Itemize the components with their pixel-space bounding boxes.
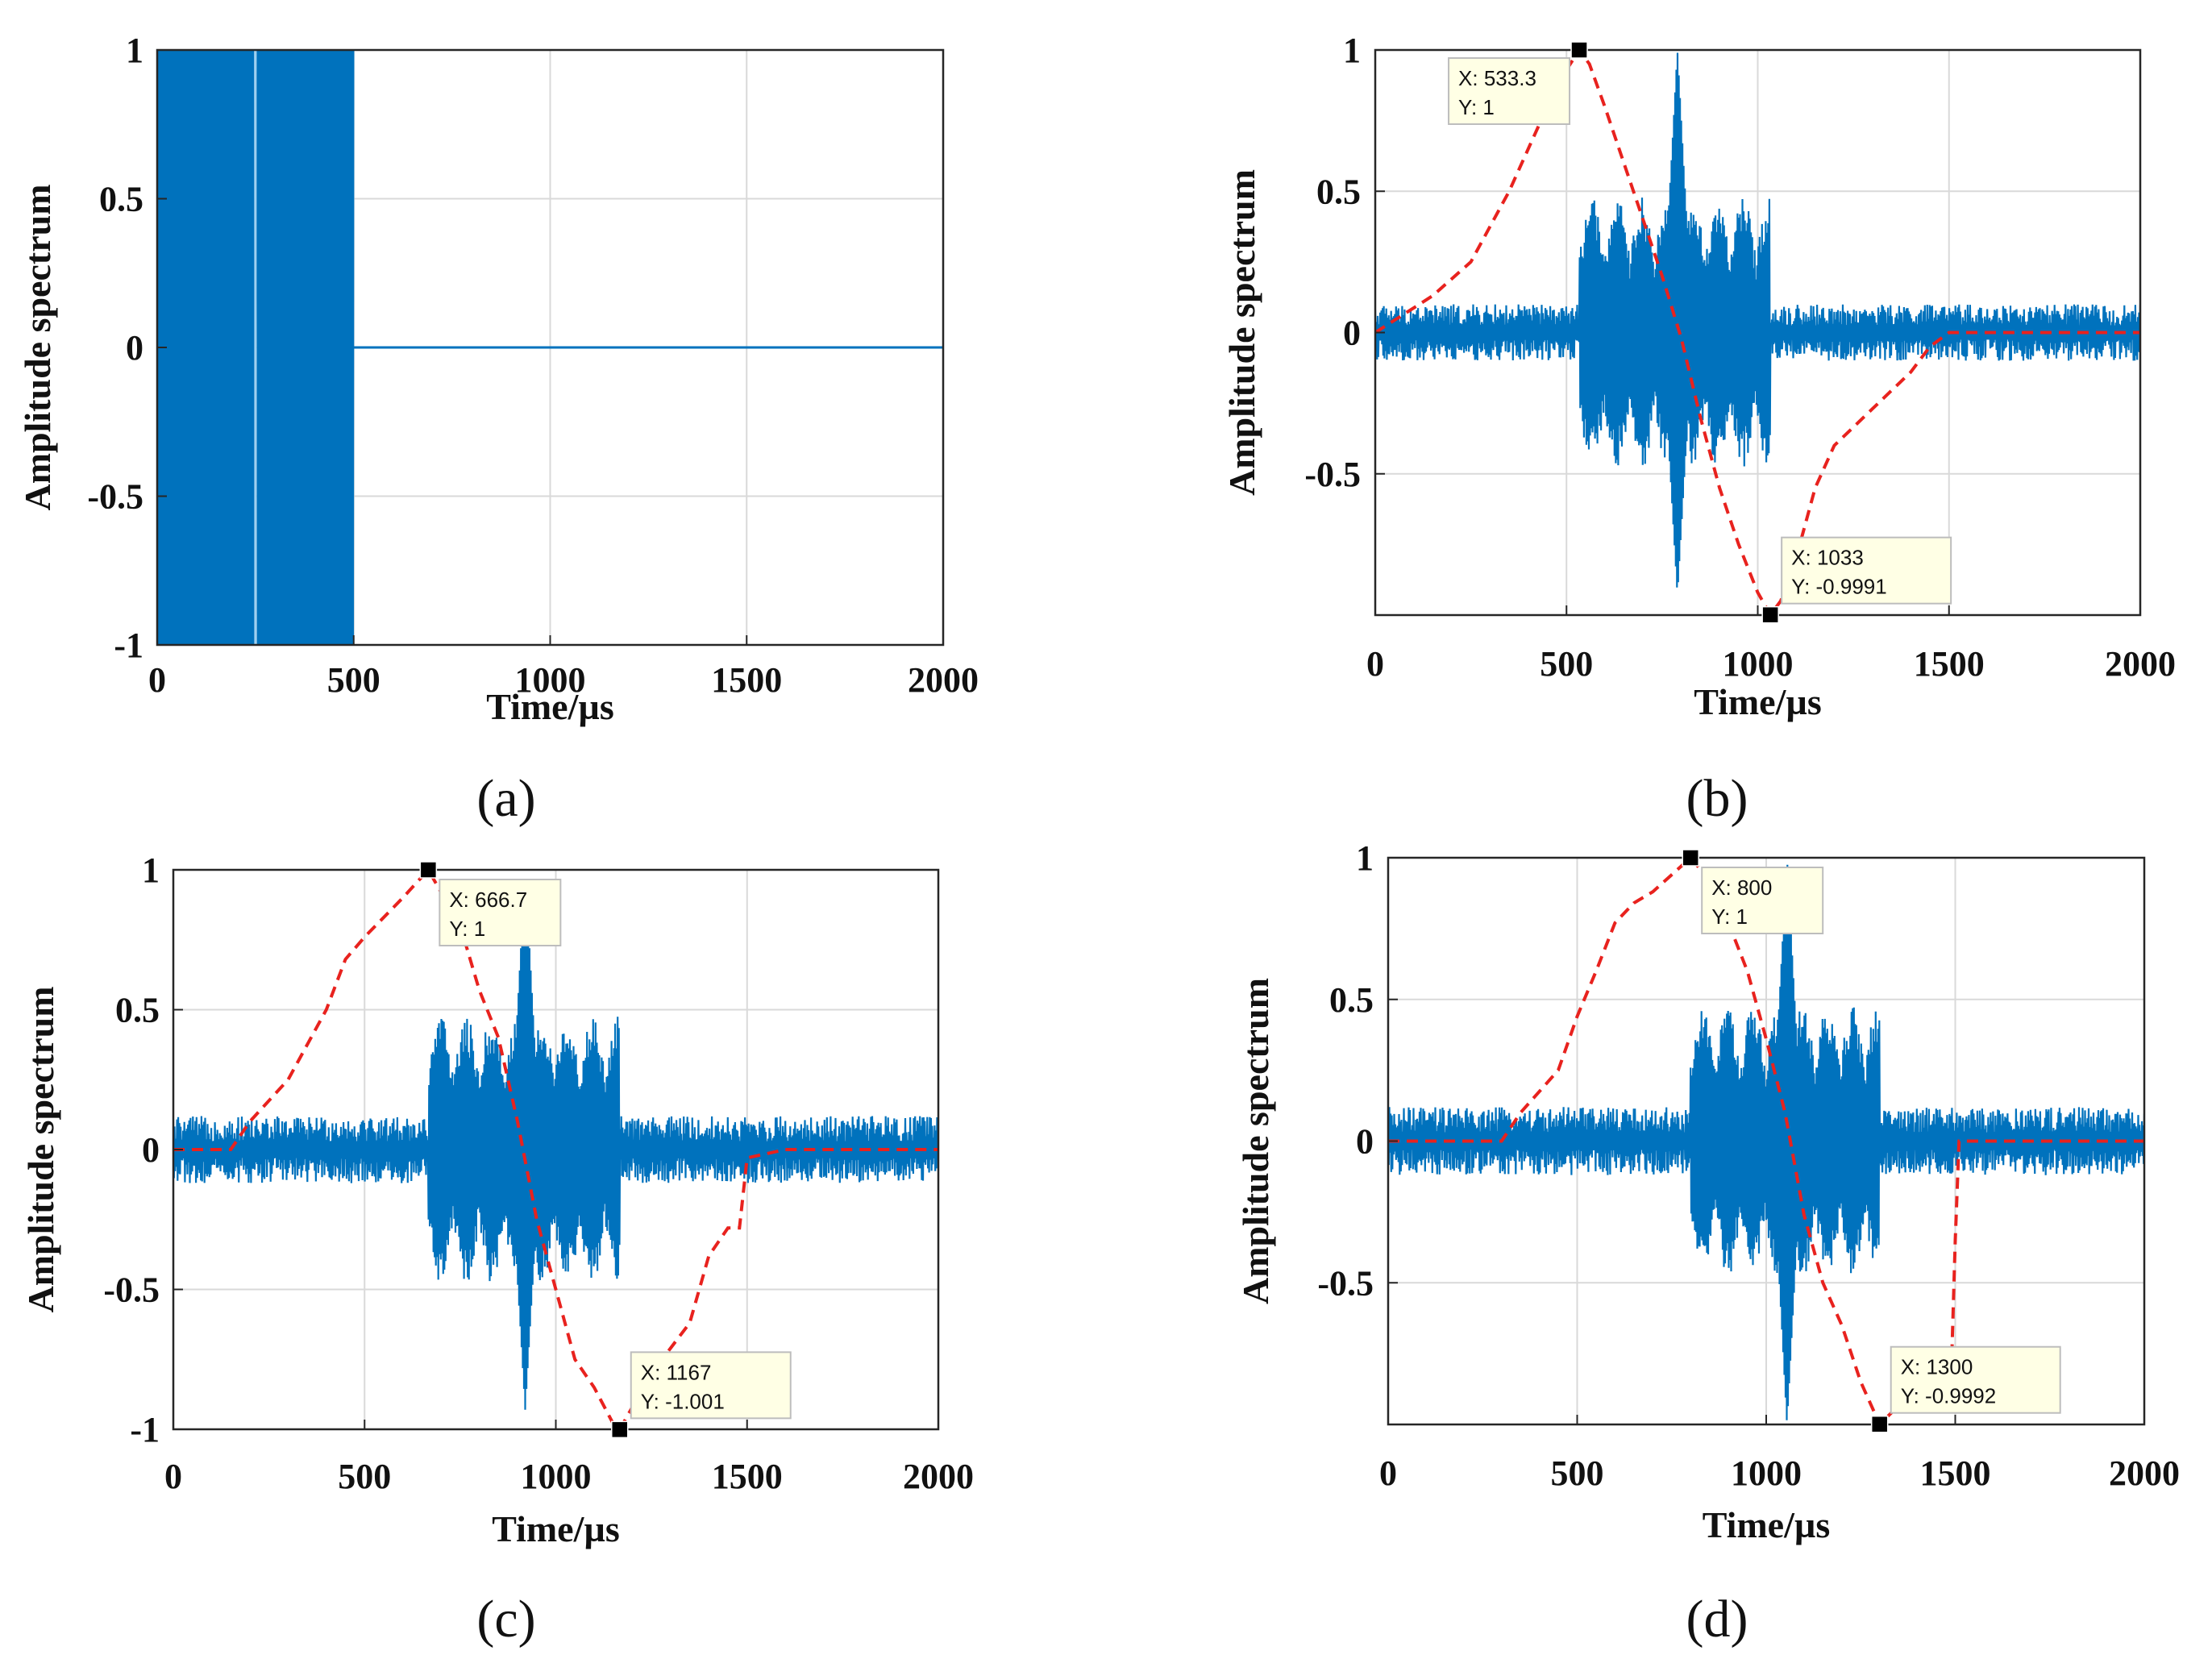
x-axis-title: Time/µs — [492, 1508, 620, 1549]
datatip-x-label: X: 1300 — [1901, 1355, 1973, 1379]
datatip-y-label: Y: -1.001 — [641, 1389, 725, 1413]
datatip-x-label: X: 1033 — [1791, 546, 1864, 570]
signal-line — [1388, 864, 2144, 1420]
panel-label: (b) — [1686, 769, 1748, 828]
y-tick-label: 1 — [1343, 31, 1361, 70]
x-tick-label: 1000 — [1723, 644, 1794, 684]
chart-panel-b: 0 500 1000 1500 2000 1 0.5 0 -0.5 Time/µs Amplitud… — [1221, 31, 2176, 828]
signal-line — [173, 880, 938, 1410]
x-tick-label: 2000 — [2109, 1453, 2180, 1493]
datatip-y-label: Y: 1 — [1458, 95, 1495, 119]
plot-series — [157, 50, 943, 645]
datatip[interactable]: X: 1300 Y: -0.9992 — [1870, 1345, 2061, 1433]
plot-series — [173, 870, 938, 1429]
x-tick-label: 500 — [327, 660, 380, 700]
y-tick-label: 1 — [126, 31, 143, 70]
x-tick-label: 1000 — [1731, 1453, 1802, 1493]
chart-panel-a: 0 500 1000 1500 2000 1 0.5 0 -0.5 -1 Time/µs Amplit… — [17, 31, 979, 828]
y-tick-label: -0.5 — [1304, 455, 1361, 494]
datatip-y-label: Y: 1 — [1711, 904, 1748, 929]
x-tick-label: 0 — [148, 660, 166, 700]
y-tick-label: 1 — [142, 850, 160, 890]
datatip-box — [1701, 867, 1824, 934]
datatip-y-label: Y: -0.9991 — [1791, 575, 1887, 599]
y-tick-label: -0.5 — [1317, 1263, 1374, 1303]
x-tick-label: 500 — [1551, 1453, 1604, 1493]
datatip[interactable]: X: 800 Y: 1 — [1682, 849, 1824, 934]
y-tick-label: 1 — [1356, 838, 1374, 878]
y-tick-label: -1 — [114, 626, 143, 665]
x-tick-label: 0 — [1379, 1453, 1397, 1493]
x-tick-label: 1000 — [515, 660, 586, 700]
datatip-marker[interactable] — [1682, 849, 1699, 867]
x-tick-label: 1500 — [711, 660, 782, 700]
y-axis-title: Amplitude spectrum — [1221, 169, 1262, 496]
datatip-box — [1781, 536, 1952, 605]
envelope-line — [1388, 858, 2144, 1424]
y-axis-title: Amplitude spectrum — [20, 986, 61, 1312]
x-tick-label: 500 — [338, 1457, 391, 1496]
y-tick-label: 0.5 — [99, 180, 143, 219]
envelope-line — [173, 870, 938, 1429]
datatip[interactable]: X: 1167 Y: -1.001 — [610, 1351, 792, 1439]
datatip-x-label: X: 1167 — [641, 1360, 712, 1384]
datatip-y-label: Y: -0.9992 — [1901, 1384, 1997, 1408]
datatip-marker[interactable] — [419, 861, 438, 879]
panel-label: (c) — [476, 1590, 535, 1649]
panel-label: (a) — [476, 769, 535, 828]
y-axis-title: Amplitude spectrum — [1235, 978, 1276, 1304]
y-tick-label: -0.5 — [87, 477, 143, 517]
y-tick-label: -1 — [130, 1410, 160, 1449]
plot-series — [1388, 858, 2144, 1424]
y-tick-label: 0 — [142, 1130, 160, 1170]
y-axis-title: Amplitude spectrum — [17, 184, 58, 510]
x-tick-label: 1500 — [1920, 1453, 1991, 1493]
datatip-marker[interactable] — [1761, 605, 1779, 624]
x-tick-label: 1500 — [712, 1457, 783, 1496]
x-tick-label: 1000 — [521, 1457, 592, 1496]
chart-panel-d: 0 500 1000 1500 2000 1 0.5 0 -0.5 Time/µs Amplitud… — [1235, 838, 2180, 1649]
x-tick-label: 2000 — [903, 1457, 974, 1496]
datatip[interactable]: X: 666.7 Y: 1 — [419, 861, 562, 946]
datatip-box — [439, 879, 562, 946]
x-tick-label: 1500 — [1914, 644, 1985, 684]
chart-panel-c: 0 500 1000 1500 2000 1 0.5 0 -0.5 -1 Time/µs Amplit… — [20, 850, 974, 1649]
datatip-y-label: Y: 1 — [449, 917, 485, 941]
panel-label: (d) — [1686, 1590, 1748, 1649]
datatip-marker[interactable] — [1870, 1415, 1889, 1433]
y-tick-label: 0.5 — [1316, 172, 1361, 211]
x-axis-title: Time/µs — [486, 686, 614, 727]
x-tick-label: 500 — [1540, 644, 1593, 684]
y-tick-label: -0.5 — [103, 1270, 160, 1310]
y-tick-label: 0.5 — [1329, 980, 1374, 1020]
datatip-x-label: X: 800 — [1711, 875, 1772, 900]
datatip[interactable]: X: 1033 Y: -0.9991 — [1761, 536, 1952, 624]
datatip-box — [1448, 57, 1571, 125]
datatip-x-label: X: 666.7 — [449, 888, 527, 912]
signal-line — [1375, 52, 2140, 588]
x-tick-label: 0 — [164, 1457, 182, 1496]
x-tick-label: 2000 — [908, 660, 979, 700]
datatip-marker[interactable] — [610, 1420, 629, 1439]
y-tick-label: 0 — [1356, 1122, 1374, 1162]
datatip[interactable]: X: 533.3 Y: 1 — [1448, 41, 1588, 125]
y-tick-label: 0.5 — [115, 991, 160, 1030]
datatip-box — [1890, 1345, 2061, 1414]
datatip-box — [630, 1351, 792, 1420]
x-axis-title: Time/µs — [1694, 681, 1822, 722]
datatip-x-label: X: 533.3 — [1458, 66, 1536, 90]
y-tick-label: 0 — [1343, 314, 1361, 353]
datatip-marker[interactable] — [1570, 41, 1588, 59]
x-tick-label: 2000 — [2105, 644, 2176, 684]
x-axis-title: Time/µs — [1703, 1504, 1831, 1545]
y-tick-label: 0 — [126, 328, 143, 368]
x-tick-label: 0 — [1366, 644, 1384, 684]
